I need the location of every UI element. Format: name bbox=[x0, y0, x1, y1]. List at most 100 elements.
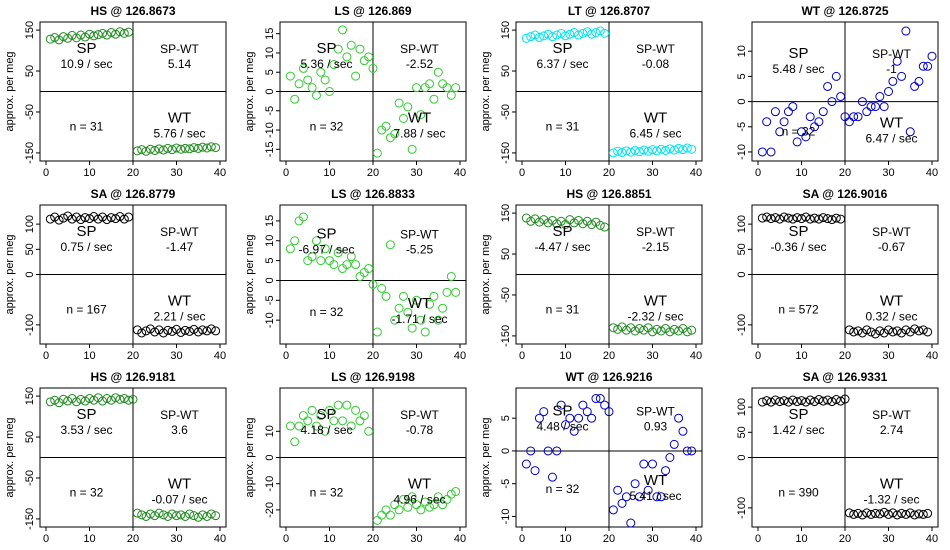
wt-point bbox=[669, 145, 679, 155]
spwt-value: -1.47 bbox=[166, 240, 194, 254]
wt-point bbox=[150, 327, 160, 337]
y-tick-label: -150 bbox=[24, 142, 36, 164]
wt-point bbox=[918, 509, 928, 519]
n-count: n = 32 bbox=[310, 485, 344, 499]
y-tick-label: 5 bbox=[264, 69, 276, 75]
sp-point bbox=[124, 212, 134, 222]
x-tick-label: 10 bbox=[795, 167, 807, 179]
sp-point bbox=[788, 214, 798, 224]
sp-point bbox=[775, 214, 785, 224]
y-tick-label: -10 bbox=[500, 508, 512, 524]
sp-label: SP bbox=[316, 40, 336, 57]
x-tick-label: 30 bbox=[170, 533, 182, 545]
wt-point bbox=[145, 509, 155, 519]
sp-point bbox=[346, 40, 356, 50]
spwt-value: -0.08 bbox=[642, 57, 670, 71]
spwt-value: 3.6 bbox=[171, 423, 188, 437]
sp-point bbox=[58, 32, 68, 42]
wt-point bbox=[892, 510, 902, 520]
sp-label: SP bbox=[316, 226, 336, 243]
sp-point bbox=[797, 214, 806, 224]
sp-point bbox=[303, 75, 313, 85]
wt-point bbox=[451, 287, 461, 297]
wt-point bbox=[407, 323, 417, 333]
wt-point bbox=[154, 508, 164, 518]
wt-point bbox=[866, 327, 876, 337]
wt-point bbox=[923, 327, 933, 337]
y-tick-label: 15 bbox=[264, 28, 276, 40]
sp-point bbox=[582, 407, 592, 417]
wt-point bbox=[420, 327, 430, 337]
wt-point bbox=[665, 327, 675, 337]
y-tick-label: -10 bbox=[264, 122, 276, 138]
sp-point bbox=[338, 416, 348, 426]
sp-point bbox=[561, 420, 570, 430]
sp-point bbox=[831, 213, 841, 223]
y-tick-label: 5 bbox=[500, 415, 512, 421]
wt-point bbox=[652, 324, 662, 334]
sp-rate: 0.75 / sec bbox=[60, 240, 112, 254]
wt-point bbox=[429, 291, 439, 301]
x-tick-label: 20 bbox=[839, 167, 851, 179]
spwt-label: SP-WT bbox=[636, 404, 675, 418]
wt-point bbox=[425, 79, 435, 89]
y-tick-label: -150 bbox=[24, 508, 36, 530]
x-tick-label: 30 bbox=[646, 350, 658, 362]
panel-svg: LS @ 126.869 0 10 20 30 40 -15 -10 -5 0 5 10 15 appro… bbox=[244, 4, 467, 179]
y-tick-label: 10 bbox=[264, 425, 276, 437]
wt-point bbox=[682, 446, 692, 456]
wt-point bbox=[189, 324, 199, 334]
sp-point bbox=[539, 407, 549, 417]
panel-title: LT @ 126.8707 bbox=[568, 4, 651, 18]
wt-point bbox=[372, 327, 382, 337]
x-tick-label: 40 bbox=[214, 533, 226, 545]
sp-point bbox=[346, 421, 356, 431]
wt-point bbox=[656, 144, 666, 154]
sp-rate: -4.47 / sec bbox=[534, 240, 590, 254]
panel-svg: HS @ 126.8673 0 10 20 30 40 -150 -50 50 150 approx… bbox=[4, 4, 227, 179]
wt-point bbox=[857, 97, 867, 107]
panel-svg: LS @ 126.9198 0 10 20 30 40 -20 -10 0 10 approx. p… bbox=[244, 370, 467, 545]
wt-point bbox=[154, 144, 164, 154]
wt-point bbox=[910, 324, 920, 334]
wt-point bbox=[687, 446, 697, 456]
sp-point bbox=[102, 394, 112, 404]
sp-point bbox=[783, 213, 793, 223]
wt-point bbox=[193, 143, 203, 153]
sp-point bbox=[818, 107, 828, 117]
spwt-label: SP-WT bbox=[872, 47, 911, 61]
sp-point bbox=[80, 213, 90, 223]
panel-svg: LT @ 126.8707 0 10 20 30 40 -150 -50 50 150 approx… bbox=[480, 4, 703, 179]
wt-point bbox=[905, 127, 915, 137]
sp-rate: -0.36 / sec bbox=[770, 240, 826, 254]
wt-rate: -2.32 / sec bbox=[627, 309, 683, 323]
chart-panel: HS @ 126.8851 0 10 20 30 40 -150 -50 50 150 approx… bbox=[476, 183, 709, 366]
sp-point bbox=[351, 260, 361, 270]
wt-point bbox=[914, 326, 924, 336]
x-tick-label: 10 bbox=[559, 350, 571, 362]
wt-rate: 2.21 / sec bbox=[153, 309, 205, 323]
sp-point bbox=[80, 396, 90, 406]
n-count: n = 32 bbox=[310, 119, 344, 133]
wt-point bbox=[853, 112, 863, 122]
y-tick-label: 50 bbox=[24, 65, 36, 77]
y-tick-label: 0 bbox=[736, 454, 748, 460]
x-tick-label: 10 bbox=[83, 350, 95, 362]
wt-point bbox=[137, 328, 147, 338]
x-tick-label: 40 bbox=[690, 167, 702, 179]
wt-point bbox=[674, 143, 684, 153]
sp-point bbox=[836, 214, 846, 224]
y-tick-label: 150 bbox=[500, 21, 512, 39]
y-tick-label: 50 bbox=[24, 243, 36, 255]
chart-panel: SA @ 126.8779 0 10 20 30 40 -100 0 50 100 approx. … bbox=[0, 183, 233, 366]
sp-point bbox=[565, 29, 575, 39]
sp-point bbox=[801, 397, 811, 407]
sp-point bbox=[543, 29, 553, 39]
wt-point bbox=[910, 510, 920, 520]
sp-point bbox=[342, 260, 352, 270]
sp-point bbox=[50, 32, 60, 42]
spwt-label: SP-WT bbox=[400, 42, 439, 56]
x-tick-label: 40 bbox=[690, 533, 702, 545]
wt-point bbox=[853, 508, 863, 518]
wt-point bbox=[412, 295, 421, 305]
